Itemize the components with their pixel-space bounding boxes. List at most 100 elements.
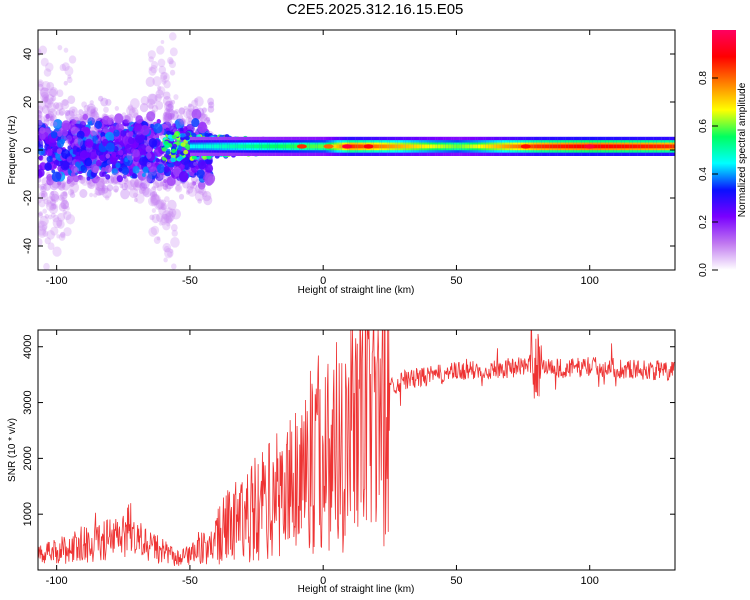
spectrum-blob (163, 75, 168, 80)
spectrum-blob (86, 176, 91, 181)
spectrum-blob (45, 62, 54, 72)
spectrum-blob (147, 93, 158, 105)
spectrum-blob (129, 187, 139, 199)
spectrum-blob (150, 225, 160, 236)
ridge-segment (672, 144, 675, 149)
spectrum-blob (206, 155, 212, 160)
spectrum-blob (178, 107, 185, 115)
spectrum-blob (44, 213, 49, 219)
snr-y-label: SNR (10 * v/v) (7, 418, 18, 482)
spectrum-blob (60, 199, 69, 210)
spectrum-blob (142, 166, 149, 174)
spectrum-blob (163, 245, 170, 253)
spectrum-blob (185, 131, 191, 137)
spectrum-blob (67, 175, 74, 183)
spectrum-blob (121, 112, 127, 118)
spectrum-blob (159, 181, 164, 187)
spectrum-blob (180, 118, 186, 124)
spectrum-blob (168, 32, 177, 41)
ridge-segment (667, 144, 670, 149)
spectrum-blob (165, 155, 171, 160)
spectrum-blob (62, 209, 67, 215)
ridge-segment (445, 144, 449, 149)
spectrum-blob (94, 120, 103, 129)
spectrum-blob (163, 140, 169, 146)
spectrum-blob (69, 175, 79, 186)
ridge-segment (472, 144, 476, 149)
spectrum-blob (59, 110, 64, 117)
spectrum-blob (148, 138, 158, 148)
spectrum-blob (52, 217, 63, 229)
spectrum-blob (164, 207, 174, 217)
ridge-segment (229, 144, 233, 149)
spectrum-blob (152, 179, 157, 185)
spectrum-blob (155, 177, 164, 188)
ridge-segment (277, 144, 281, 149)
spectrum-blob (40, 57, 49, 67)
spectrum-blob (198, 186, 206, 196)
spectrum-blob (61, 62, 70, 71)
x-tick-label: 100 (581, 275, 599, 287)
spectrum-blob (166, 222, 170, 227)
spectrum-blob (61, 196, 66, 202)
ridge-segment (595, 144, 598, 149)
ridge-segment (669, 144, 673, 149)
ridge-segment (533, 144, 537, 149)
spectrum-blob (145, 76, 155, 87)
spectrum-blob (78, 176, 86, 184)
spectrum-blob (191, 132, 197, 138)
spectrum-blob (43, 96, 49, 102)
ridge-segment (285, 144, 289, 149)
spectrum-blob (158, 220, 164, 226)
ridge-segment (251, 144, 255, 149)
spectrum-blob (182, 108, 192, 119)
spectrum-blob (148, 196, 158, 207)
spectrum-blob (150, 194, 161, 206)
spectrum-blob (41, 191, 46, 196)
spectrum-blob (203, 195, 213, 206)
spectrum-blob (107, 117, 115, 125)
spectrum-blob (63, 227, 72, 237)
ridge-segment (485, 144, 489, 149)
spectrum-blob (150, 191, 158, 199)
spectrogram-x-axis: -100 -50 0 50 100 (46, 30, 599, 287)
spectrum-blob (49, 97, 54, 103)
ridge-segment (405, 144, 409, 149)
spectrum-blob (105, 153, 111, 159)
spectrum-blob (76, 130, 85, 140)
colorbar-ticks: 0.0 0.2 0.4 0.6 0.8 (698, 71, 718, 277)
spectrum-blob (57, 180, 62, 186)
ridge-segment (507, 144, 510, 149)
x-tick-label: 0 (320, 575, 326, 587)
ridge-segment (357, 144, 361, 149)
spectrum-blob (98, 95, 104, 102)
spectrum-blob (89, 125, 99, 136)
spectrum-blob (52, 246, 62, 257)
spectrum-blob (93, 192, 98, 198)
ridge-hotspot (296, 144, 307, 149)
ridge-segment (400, 144, 404, 149)
spectrum-blob (44, 100, 52, 108)
spectrum-blob (51, 171, 62, 183)
spectrum-blob (47, 108, 57, 119)
spectrum-blob (38, 183, 41, 188)
spectrum-blob (133, 130, 137, 135)
spectrum-blob (134, 179, 141, 187)
spectrum-blob (152, 76, 162, 87)
spectrum-blob (118, 167, 123, 172)
ridge-segment (307, 144, 310, 149)
ridge-segment (397, 144, 401, 149)
spectrum-blob (121, 166, 130, 176)
spectrum-blob (122, 177, 129, 185)
spectrum-blob (191, 182, 198, 190)
colorbar-tick-label: 0.6 (698, 119, 709, 133)
colorbar-tick-label: 0.2 (698, 215, 709, 229)
spectrum-blob (155, 89, 164, 99)
spectrum-blob (51, 95, 57, 102)
spectrum-blob (165, 215, 173, 224)
ridge-segment (195, 144, 199, 149)
ridge-segment (376, 144, 380, 149)
spectrum-blob (40, 190, 48, 198)
y-tick-label: 1000 (22, 502, 34, 526)
spectrum-blob (38, 198, 42, 204)
